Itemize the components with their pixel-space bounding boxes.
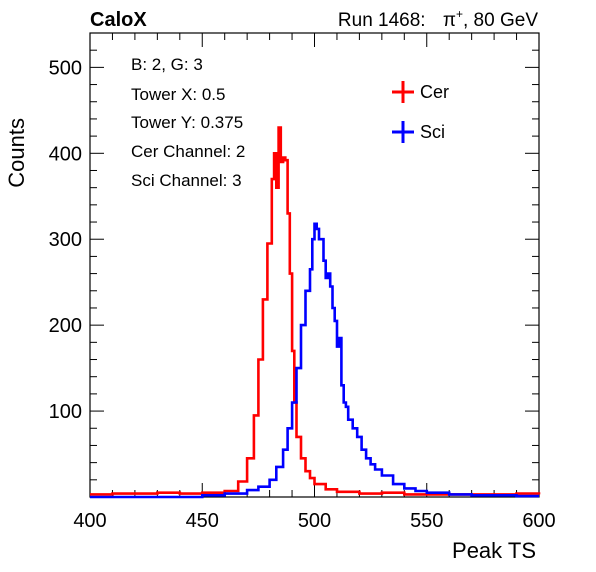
x-tick-label: 450 xyxy=(186,510,219,532)
axis-tick-labels: 400 450 500 550 600 100 200 300 400 500 xyxy=(49,57,556,532)
x-tick-label: 500 xyxy=(298,510,331,532)
info-line-cer-channel: Cer Channel: 2 xyxy=(131,142,245,161)
run-info: Run 1468: π+, 80 GeV xyxy=(338,7,538,31)
series-sci-line xyxy=(90,222,539,499)
legend-marker-cer xyxy=(392,81,414,103)
particle-symbol: π xyxy=(443,10,456,31)
y-tick-label: 200 xyxy=(49,315,82,337)
y-tick-label: 500 xyxy=(49,57,82,79)
y-axis-label: Counts xyxy=(4,118,29,188)
info-line-tower-x: Tower X: 0.5 xyxy=(131,85,226,104)
series-layer xyxy=(90,126,541,499)
info-line-sci-channel: Sci Channel: 3 xyxy=(131,171,242,190)
y-tick-label: 400 xyxy=(49,143,82,165)
legend-label-sci: Sci xyxy=(420,122,445,142)
legend-marker-sci xyxy=(392,121,414,143)
y-tick-label: 100 xyxy=(49,401,82,423)
legend-label-cer: Cer xyxy=(420,82,449,102)
x-tick-label: 600 xyxy=(522,510,555,532)
legend: Cer Sci xyxy=(392,81,449,143)
series-cer-line xyxy=(90,126,541,496)
x-axis-label: Peak TS xyxy=(452,538,536,563)
energy-label: , 80 GeV xyxy=(463,10,538,31)
brand-label: CaloX xyxy=(90,9,147,31)
particle-charge: + xyxy=(456,7,463,21)
info-line-tower-y: Tower Y: 0.375 xyxy=(131,113,243,132)
info-line-board: B: 2, G: 3 xyxy=(131,55,203,74)
info-box: B: 2, G: 3 Tower X: 0.5 Tower Y: 0.375 C… xyxy=(131,55,245,190)
x-tick-label: 550 xyxy=(410,510,443,532)
x-tick-label: 400 xyxy=(73,510,106,532)
y-tick-label: 300 xyxy=(49,229,82,251)
run-label: Run 1468: xyxy=(338,10,426,31)
